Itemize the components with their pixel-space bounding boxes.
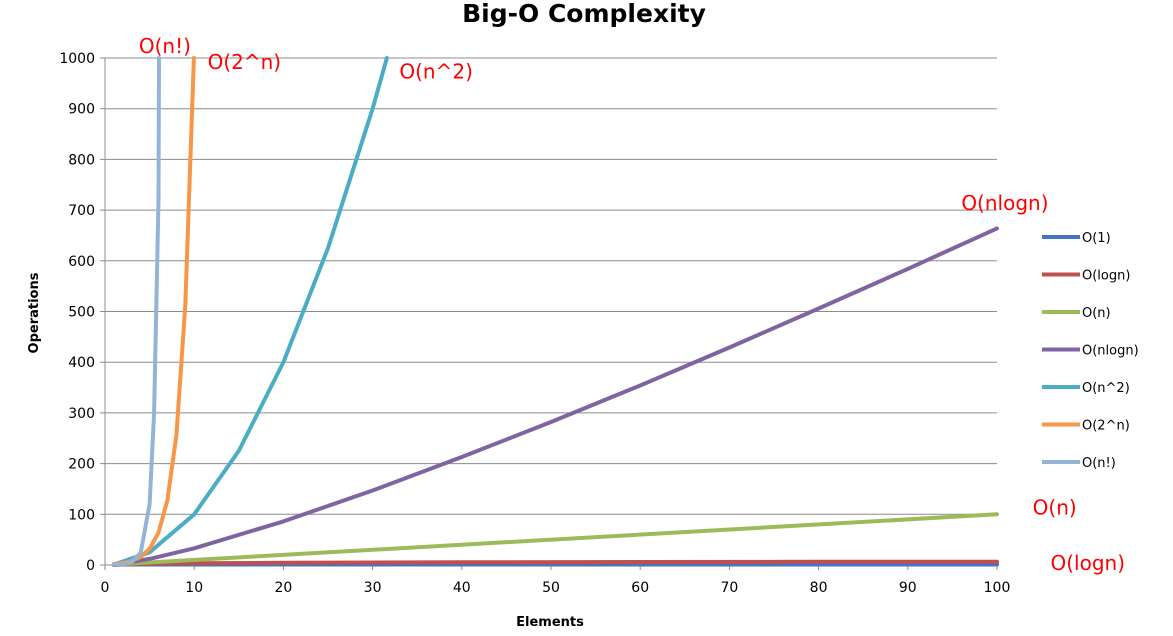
x-tick-label: 80 bbox=[810, 580, 828, 596]
y-tick-label: 1000 bbox=[59, 51, 95, 67]
y-tick-label: 900 bbox=[68, 102, 95, 118]
chart-title: Big-O Complexity bbox=[462, 0, 706, 28]
x-tick-label: 30 bbox=[364, 580, 382, 596]
annotation-label: O(logn) bbox=[1051, 551, 1126, 575]
annotations: O(n!) O(2^n) O(n^2) O(nlogn) O(n) O(logn) bbox=[139, 34, 1125, 575]
annotation-label: O(2^n) bbox=[208, 50, 282, 74]
legend-entry: O(nlogn) bbox=[1082, 344, 1139, 359]
legend-entry: O(n^2) bbox=[1082, 381, 1130, 396]
y-tick-label: 200 bbox=[68, 457, 95, 473]
y-tick-label: 600 bbox=[68, 254, 95, 270]
annotation-label: O(n^2) bbox=[399, 59, 473, 83]
series-line-4 bbox=[111, 226, 999, 567]
legend-entry: O(2^n) bbox=[1082, 419, 1130, 434]
y-axis-title: Operations bbox=[27, 272, 42, 353]
x-tick-label: 50 bbox=[542, 580, 560, 596]
y-tick-label: 800 bbox=[68, 152, 95, 168]
x-tick-label: 100 bbox=[984, 580, 1011, 596]
x-tick-label: 60 bbox=[631, 580, 649, 596]
x-tick-label: 0 bbox=[101, 580, 110, 596]
series-line-5 bbox=[111, 56, 389, 567]
series-line-3 bbox=[111, 512, 999, 567]
legend-entry: O(logn) bbox=[1082, 269, 1130, 284]
legend: O(1) O(logn) O(n) O(nlogn) O(n^2) O(2^n) O(n!) bbox=[1042, 231, 1139, 471]
y-tick-labels: 0 100 200 300 400 500 600 700 800 900 1000 bbox=[59, 51, 95, 574]
legend-entry: O(1) bbox=[1082, 231, 1111, 246]
series-lines bbox=[111, 56, 999, 567]
x-tick-label: 70 bbox=[720, 580, 738, 596]
annotation-label: O(nlogn) bbox=[961, 191, 1048, 215]
y-tick-label: 100 bbox=[68, 507, 95, 523]
y-tick-label: 400 bbox=[68, 355, 95, 371]
y-tick-label: 500 bbox=[68, 305, 95, 321]
x-tick-label: 40 bbox=[453, 580, 471, 596]
gridlines bbox=[105, 57, 997, 515]
y-tick-label: 0 bbox=[86, 558, 95, 574]
x-axis-title: Elements bbox=[516, 615, 584, 630]
y-tick-label: 300 bbox=[68, 406, 95, 422]
series-line-7 bbox=[111, 56, 161, 567]
x-tick-label: 20 bbox=[274, 580, 292, 596]
y-tick-label: 700 bbox=[68, 203, 95, 219]
x-tick-labels: 0 10 20 30 40 50 60 70 80 90 100 bbox=[101, 580, 1011, 596]
annotation-label: O(n!) bbox=[139, 34, 191, 58]
annotation-label: O(n) bbox=[1033, 495, 1077, 519]
legend-entry: O(n) bbox=[1082, 306, 1111, 321]
axes bbox=[100, 57, 998, 570]
legend-entry: O(n!) bbox=[1082, 456, 1116, 471]
x-tick-label: 10 bbox=[185, 580, 203, 596]
x-tick-label: 90 bbox=[899, 580, 917, 596]
